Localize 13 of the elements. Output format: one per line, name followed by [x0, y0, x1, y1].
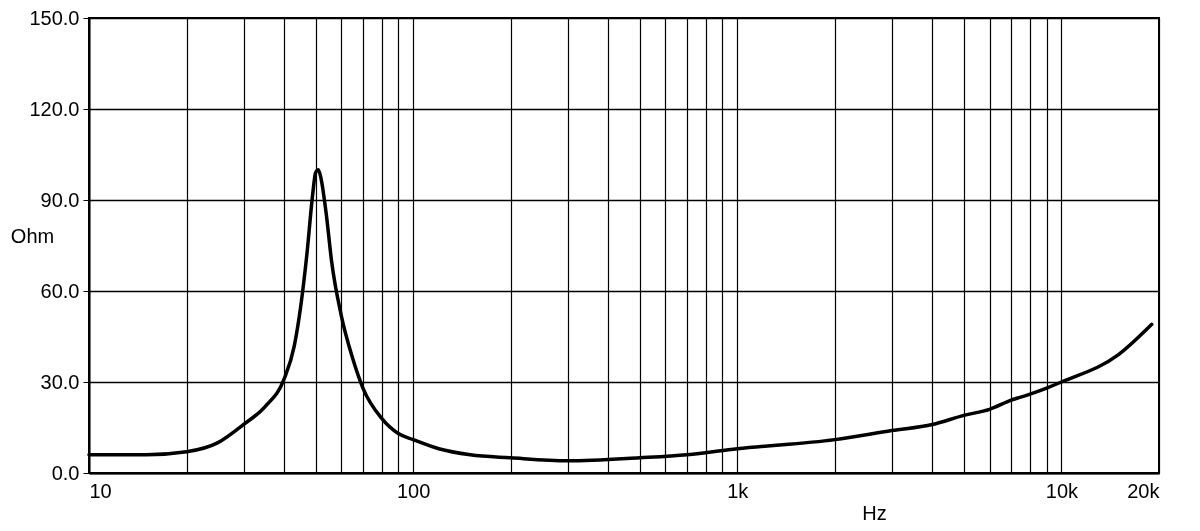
y-tick-label: 30.0 — [40, 370, 80, 393]
y-tick-label: 90.0 — [40, 188, 80, 211]
y-tick-label: 60.0 — [40, 279, 80, 302]
y-tick-label: 150.0 — [29, 6, 80, 29]
x-tick-label: 10 — [89, 479, 112, 502]
y-tick-label: 120.0 — [29, 97, 80, 120]
x-axis-title: Hz — [862, 501, 887, 524]
y-axis-title: Ohm — [10, 224, 55, 247]
x-tick-label: 1k — [727, 479, 750, 502]
x-tick-label: 10k — [1045, 479, 1080, 502]
x-tick-label: 20k — [1127, 479, 1161, 502]
x-tick-label: 100 — [396, 479, 431, 502]
y-tick-label: 0.0 — [51, 461, 80, 484]
